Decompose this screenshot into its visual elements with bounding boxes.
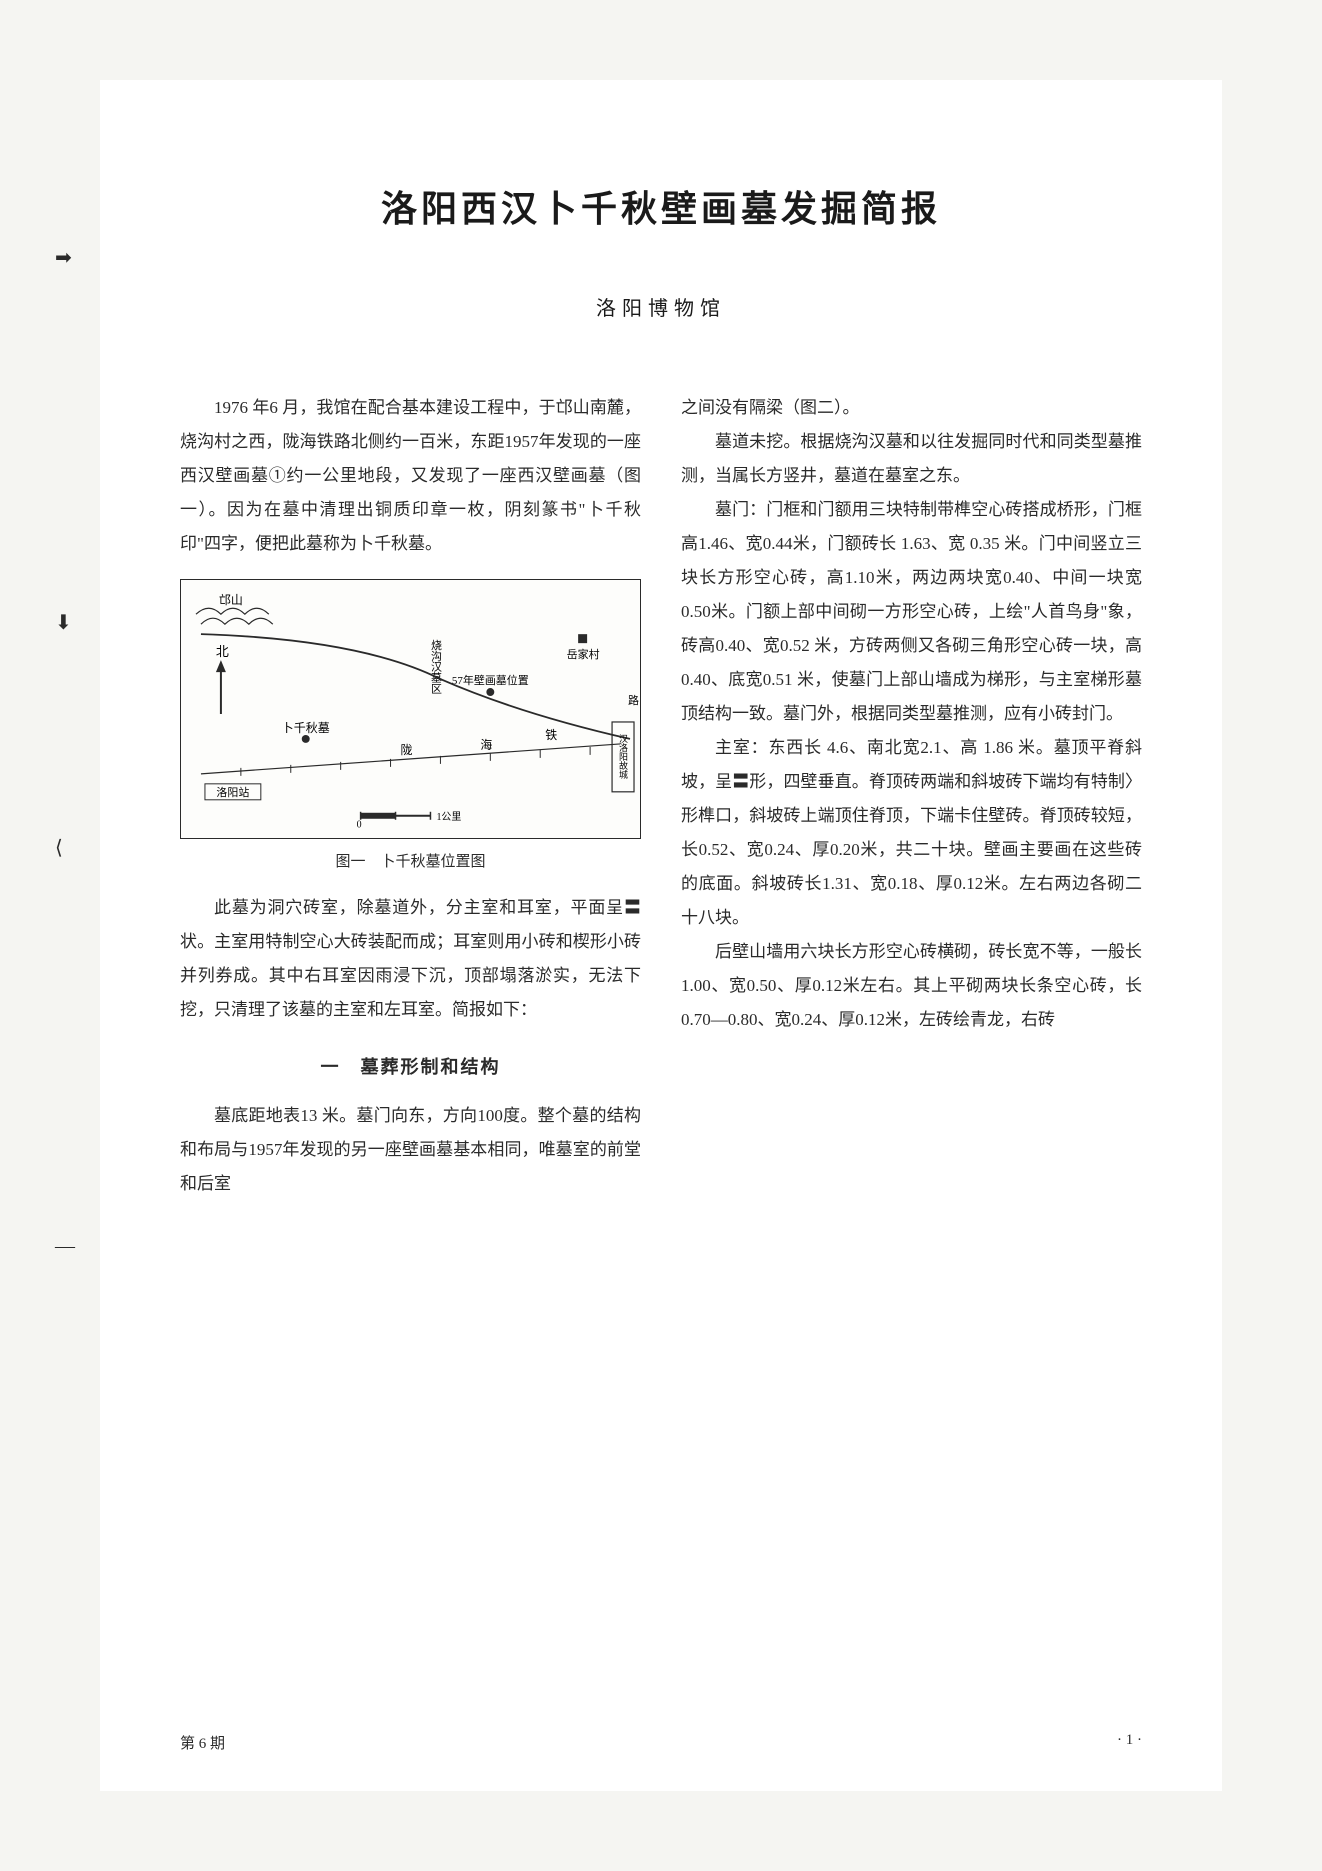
svg-text:北: 北 bbox=[216, 644, 229, 659]
svg-text:海: 海 bbox=[480, 737, 492, 752]
paragraph: 主室：东西长 4.6、南北宽2.1、高 1.86 米。墓顶平脊斜坡，呈〓形，四壁… bbox=[681, 731, 1142, 935]
svg-text:陇: 陇 bbox=[401, 742, 413, 757]
svg-text:洛阳站: 洛阳站 bbox=[216, 785, 249, 799]
page-footer: 第 6 期 · 1 · bbox=[180, 1732, 1142, 1753]
svg-text:汉洛阳故城: 汉洛阳故城 bbox=[618, 734, 628, 780]
svg-text:烧沟汉墓区: 烧沟汉墓区 bbox=[429, 639, 441, 694]
body-columns: 1976 年6 月，我馆在配合基本建设工程中，于邙山南麓，烧沟村之西，陇海铁路北… bbox=[180, 391, 1142, 1201]
figure-caption: 图一 卜千秋墓位置图 bbox=[180, 847, 641, 877]
svg-text:岳家村: 岳家村 bbox=[567, 647, 600, 661]
map-svg: 邙山 北 岳家村 烧沟汉墓区 57年壁画墓位置 路 bbox=[181, 580, 640, 838]
page-number: · 1 · bbox=[1117, 1732, 1142, 1753]
issue-number: 第 6 期 bbox=[180, 1732, 225, 1753]
paragraph: 之间没有隔梁（图二）。 bbox=[681, 391, 1142, 425]
paragraph: 1976 年6 月，我馆在配合基本建设工程中，于邙山南麓，烧沟村之西，陇海铁路北… bbox=[180, 391, 641, 561]
margin-mark: ⟨ bbox=[55, 835, 63, 860]
article-title: 洛阳西汉卜千秋壁画墓发掘简报 bbox=[180, 180, 1142, 232]
right-column: 之间没有隔梁（图二）。 墓道未挖。根据烧沟汉墓和以往发掘同时代和同类型墓推测，当… bbox=[681, 391, 1142, 1201]
svg-text:路: 路 bbox=[628, 694, 639, 707]
article-author: 洛阳博物馆 bbox=[180, 292, 1142, 321]
paragraph: 墓门：门框和门额用三块特制带榫空心砖搭成桥形，门框高1.46、宽0.44米，门额… bbox=[681, 493, 1142, 731]
document-page: 洛阳西汉卜千秋壁画墓发掘简报 洛阳博物馆 1976 年6 月，我馆在配合基本建设… bbox=[100, 80, 1222, 1791]
paragraph: 墓道未挖。根据烧沟汉墓和以往发掘同时代和同类型墓推测，当属长方竖井，墓道在墓室之… bbox=[681, 425, 1142, 493]
figure-map: 邙山 北 岳家村 烧沟汉墓区 57年壁画墓位置 路 bbox=[180, 579, 641, 839]
paragraph: 墓底距地表13 米。墓门向东，方向100度。整个墓的结构和布局与1957年发现的… bbox=[180, 1099, 641, 1201]
svg-text:57年壁画墓位置: 57年壁画墓位置 bbox=[452, 673, 529, 687]
margin-mark: ⬇ bbox=[55, 610, 72, 635]
margin-mark: ➡ bbox=[55, 245, 72, 270]
paragraph: 后壁山墙用六块长方形空心砖横砌，砖长宽不等，一般长1.00、宽0.50、厚0.1… bbox=[681, 935, 1142, 1037]
section-heading: 一 墓葬形制和结构 bbox=[180, 1049, 641, 1085]
svg-text:0: 0 bbox=[357, 820, 362, 831]
svg-text:铁: 铁 bbox=[545, 728, 557, 742]
margin-mark: — bbox=[55, 1235, 75, 1258]
left-column: 1976 年6 月，我馆在配合基本建设工程中，于邙山南麓，烧沟村之西，陇海铁路北… bbox=[180, 391, 641, 1201]
svg-text:邙山: 邙山 bbox=[219, 593, 243, 607]
svg-text:卜千秋墓: 卜千秋墓 bbox=[282, 721, 330, 735]
svg-text:1公里: 1公里 bbox=[436, 811, 461, 823]
paragraph: 此墓为洞穴砖室，除墓道外，分主室和耳室，平面呈〓状。主室用特制空心大砖装配而成；… bbox=[180, 891, 641, 1027]
